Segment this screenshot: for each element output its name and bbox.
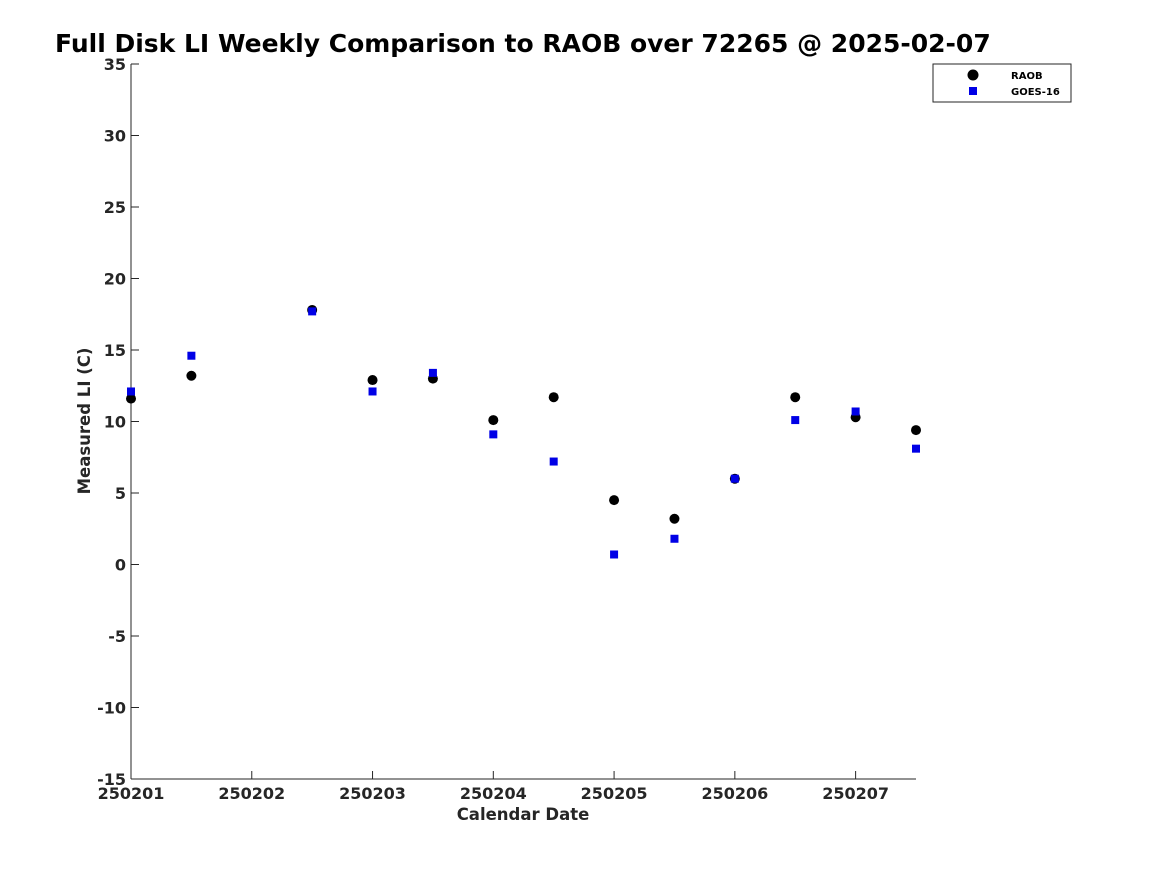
y-tick-label: 30 xyxy=(104,127,126,146)
legend-marker-raob xyxy=(967,69,979,81)
goes-point xyxy=(610,550,619,559)
raob-point xyxy=(790,392,801,403)
y-tick-label: 5 xyxy=(115,484,126,503)
legend-box xyxy=(932,63,1072,103)
legend-marker-goes xyxy=(969,87,977,95)
legend: RAOB GOES-16 xyxy=(932,63,1072,103)
y-tick-label: 25 xyxy=(104,198,126,217)
x-tick-label: 250202 xyxy=(218,784,285,803)
y-tick-label: -10 xyxy=(97,699,126,718)
y-tick-label: 15 xyxy=(104,341,126,360)
goes-point xyxy=(670,534,679,543)
goes-point xyxy=(730,474,739,483)
raob-point xyxy=(669,513,680,524)
legend-label-raob: RAOB xyxy=(1011,71,1043,82)
goes-point xyxy=(489,430,498,439)
goes-point xyxy=(549,457,558,466)
chart-title: Full Disk LI Weekly Comparison to RAOB o… xyxy=(55,29,991,58)
y-tick-label: -15 xyxy=(97,770,126,789)
x-axis-ticks: 250201 250202 250203 250204 250205 250206 2502… xyxy=(98,771,889,803)
legend-label-goes: GOES-16 xyxy=(1011,87,1060,98)
goes-point xyxy=(127,387,135,396)
y-tick-label: 10 xyxy=(104,413,126,432)
raob-point xyxy=(126,393,136,404)
x-tick-label: 250206 xyxy=(701,784,768,803)
raob-point xyxy=(488,415,499,426)
goes-point xyxy=(187,351,196,360)
goes-point xyxy=(428,368,437,377)
x-tick-label: 250207 xyxy=(822,784,889,803)
y-axis-label: Measured LI (C) xyxy=(75,348,94,495)
data-points xyxy=(126,304,921,559)
raob-point xyxy=(609,495,620,506)
x-axis-label: Calendar Date xyxy=(457,805,590,824)
y-tick-label: 35 xyxy=(104,55,126,74)
x-tick-label: 250201 xyxy=(98,784,165,803)
raob-point xyxy=(548,392,559,403)
raob-point xyxy=(911,425,921,436)
x-tick-label: 250203 xyxy=(339,784,406,803)
y-tick-label: 0 xyxy=(115,556,126,575)
y-tick-label: 20 xyxy=(104,270,126,289)
goes-point xyxy=(791,416,800,425)
goes-point xyxy=(368,387,377,396)
y-tick-label: -5 xyxy=(108,627,126,646)
goes-point xyxy=(308,307,317,316)
raob-point xyxy=(367,375,378,386)
goes-point xyxy=(912,444,920,453)
x-tick-label: 250204 xyxy=(460,784,527,803)
raob-point xyxy=(186,370,197,381)
x-tick-label: 250205 xyxy=(581,784,648,803)
y-axis-ticks: -15 -10 -5 0 5 10 15 20 25 30 35 xyxy=(97,55,139,789)
goes-point xyxy=(851,407,860,416)
